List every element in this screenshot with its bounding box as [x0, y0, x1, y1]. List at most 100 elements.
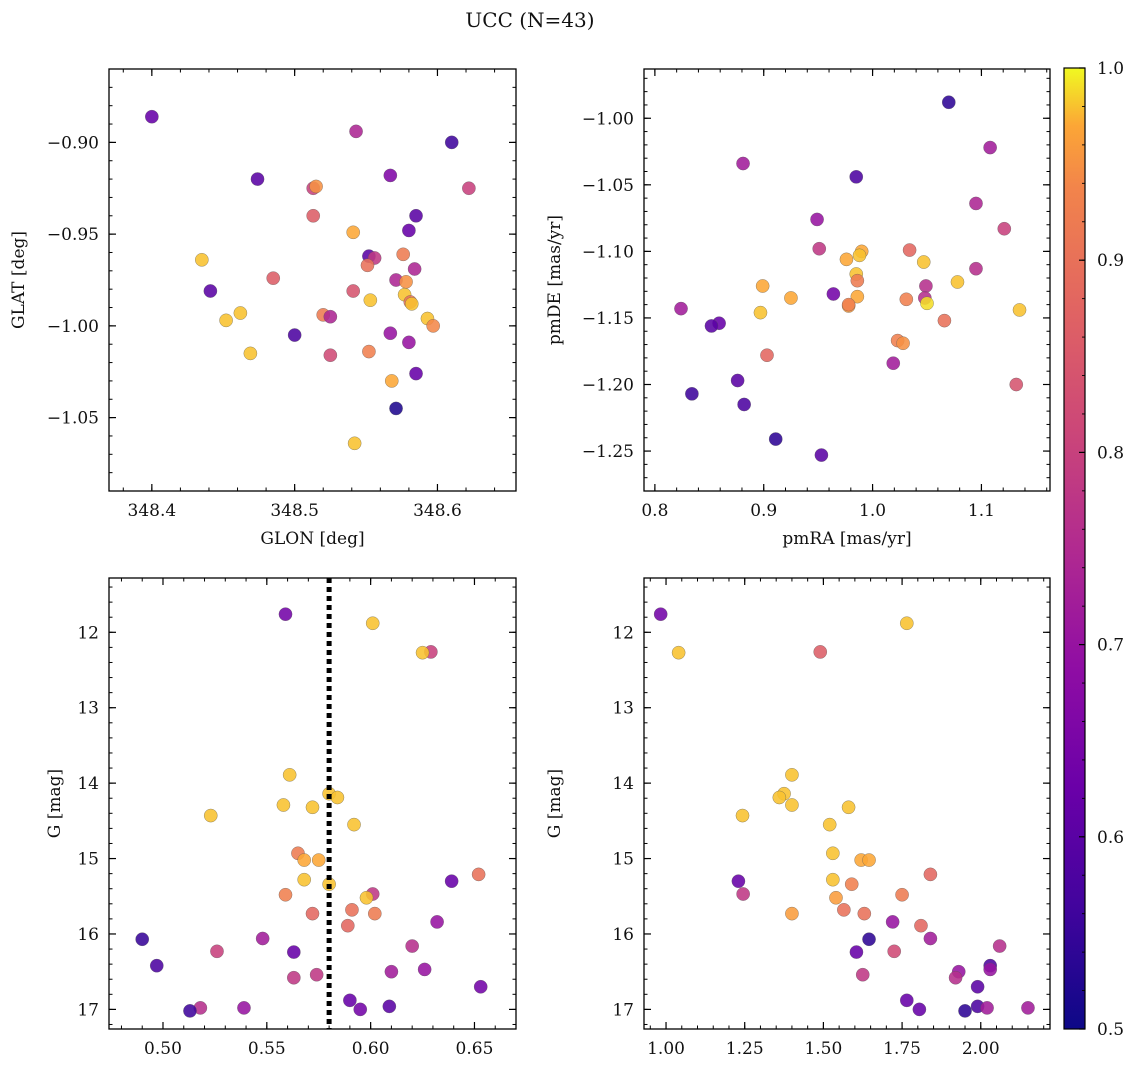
y-tick-label: 13 — [77, 699, 99, 719]
data-point — [343, 993, 357, 1008]
data-point — [958, 1004, 972, 1018]
data-point — [785, 798, 799, 812]
x-tick-label: 0.8 — [641, 501, 668, 521]
colorbar-tick-label: 0.9 — [1097, 251, 1124, 271]
panel-bprp-g: 1.001.251.501.752.00121314151617BP-RP [m… — [545, 577, 1051, 1068]
y-tick-label: −1.05 — [582, 176, 634, 196]
data-point — [389, 401, 403, 416]
data-point — [384, 374, 399, 388]
y-tick-label: 12 — [612, 623, 634, 643]
data-point — [983, 962, 998, 977]
panel-plx-g: 0.500.550.600.65121314151617Plx [mas]G [… — [45, 577, 517, 1068]
x-tick-label: 0.9 — [750, 501, 777, 521]
colorbar-tick-label: 0.6 — [1097, 828, 1124, 848]
colorbar-tick-label: 0.7 — [1097, 636, 1124, 656]
data-point — [404, 297, 419, 311]
data-point — [462, 181, 476, 196]
data-point — [810, 212, 824, 227]
data-point — [969, 196, 983, 211]
colorbar-tick-label: 0.8 — [1097, 443, 1124, 463]
data-point — [194, 252, 209, 267]
y-axis-label: G [mag] — [545, 769, 565, 838]
data-point — [850, 273, 865, 288]
data-point — [983, 140, 997, 155]
data-point — [785, 906, 799, 921]
y-tick-label: 16 — [612, 925, 634, 945]
y-axis-label: G [mag] — [45, 769, 65, 838]
data-point — [896, 336, 910, 351]
y-tick-label: 15 — [77, 850, 99, 870]
data-point — [349, 124, 363, 139]
data-point — [812, 241, 827, 256]
data-point — [916, 255, 931, 269]
figure-title: UCC (N=43) — [465, 8, 595, 32]
y-tick-label: −1.00 — [582, 109, 634, 129]
data-point — [347, 436, 362, 451]
data-point — [365, 616, 380, 631]
data-point — [362, 344, 376, 359]
data-point — [855, 967, 870, 982]
data-point — [735, 808, 750, 823]
data-point — [473, 979, 488, 994]
x-axis-label: GLON [deg] — [260, 529, 364, 549]
data-point — [305, 906, 320, 921]
data-point — [671, 645, 686, 660]
x-tick-label: 0.55 — [248, 1039, 286, 1059]
y-tick-label: −1.20 — [582, 376, 634, 396]
data-point — [760, 348, 774, 363]
data-point — [980, 1001, 994, 1015]
data-point — [948, 970, 963, 985]
data-point — [923, 867, 938, 882]
y-tick-label: −1.25 — [582, 442, 634, 462]
data-point — [886, 356, 901, 371]
data-point — [219, 313, 233, 328]
data-point — [841, 297, 856, 312]
data-point — [250, 172, 265, 186]
points-layer — [145, 109, 476, 451]
x-tick-label: 1.00 — [647, 1039, 685, 1059]
data-point — [409, 208, 423, 223]
x-tick-label: 1.75 — [883, 1039, 921, 1059]
x-tick-label: 348.5 — [270, 501, 319, 521]
data-point — [730, 373, 745, 388]
data-point — [359, 890, 374, 905]
data-point — [340, 918, 355, 933]
x-tick-label: 348.4 — [128, 501, 177, 521]
data-point — [784, 291, 798, 305]
data-point — [255, 931, 270, 946]
data-point — [367, 906, 382, 921]
data-point — [885, 915, 900, 929]
data-point — [704, 319, 719, 333]
data-point — [857, 906, 872, 921]
data-point — [430, 915, 444, 929]
y-tick-label: −1.15 — [582, 309, 634, 329]
panel-glon-glat: 348.4 348.5 348.6 −0.90 −0.95 −1.00 −1.05 GLON … — [9, 68, 517, 549]
data-point — [444, 874, 459, 889]
data-point — [850, 289, 865, 304]
data-point — [970, 979, 985, 994]
data-point — [311, 853, 326, 867]
data-point — [383, 326, 398, 341]
data-point — [183, 1004, 197, 1018]
data-point — [813, 645, 828, 659]
x-tick-label: 0.60 — [352, 1039, 390, 1059]
data-point — [755, 279, 770, 293]
data-point — [768, 432, 783, 446]
x-tick-label: 1.50 — [804, 1039, 842, 1059]
y-tick-label: 13 — [612, 699, 634, 719]
data-point — [444, 135, 459, 150]
data-point — [347, 817, 361, 832]
data-point — [950, 275, 965, 289]
data-point — [736, 887, 750, 901]
y-tick-label: −0.95 — [47, 225, 99, 245]
data-point — [233, 306, 248, 320]
data-point — [309, 179, 323, 194]
panel-pmra-pmde: 0.8 0.9 1.0 1.1 −1.00 −1.05 −1.10 −1.15 −1.20 −1.… — [545, 68, 1051, 549]
points-layer — [674, 95, 1027, 462]
data-point — [286, 945, 301, 959]
data-point — [203, 284, 218, 298]
data-point — [685, 386, 699, 401]
y-tick-label: 17 — [77, 1000, 99, 1020]
data-point — [772, 790, 787, 805]
data-point — [323, 309, 338, 324]
